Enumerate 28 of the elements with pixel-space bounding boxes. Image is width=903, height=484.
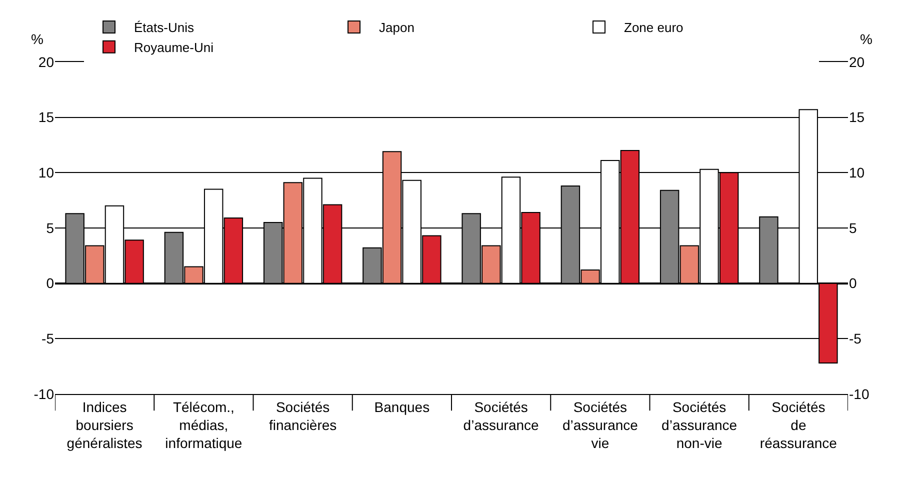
x-tick-label: Banques bbox=[374, 398, 430, 415]
y-tick-label: -10 bbox=[34, 386, 54, 402]
legend-label: États-Unis bbox=[134, 20, 194, 36]
x-tick-label: Télécom., médias, informatique bbox=[165, 398, 242, 452]
y2-tick-label: 0 bbox=[849, 275, 857, 292]
y2-axis-title: % bbox=[860, 31, 872, 47]
legend-label: Japon bbox=[379, 20, 414, 36]
y2-tick-label: -10 bbox=[849, 386, 870, 402]
y2-tick-label: 15 bbox=[849, 109, 865, 126]
x-tick-label: Sociétés de réassurance bbox=[760, 398, 838, 452]
y-tick-label: -5 bbox=[42, 330, 54, 347]
x-tick-label: Sociétés financières bbox=[268, 398, 337, 433]
y-axis-title: % bbox=[31, 31, 44, 47]
y-tick-label: 0 bbox=[46, 275, 54, 292]
x-tick-label: Sociétés d’assurance vie bbox=[562, 398, 638, 452]
x-tick-label: Sociétés d’assurance non-vie bbox=[662, 398, 738, 452]
legend-label: Royaume-Uni bbox=[134, 40, 214, 55]
y-tick-label: 15 bbox=[38, 109, 54, 126]
y-tick-label: 20 bbox=[38, 54, 54, 70]
legend-label: Zone euro bbox=[624, 20, 684, 36]
y2-tick-label: 20 bbox=[849, 54, 865, 70]
x-tick-label: Indices boursiers généralistes bbox=[66, 398, 142, 452]
x-tick-label: Sociétés d’assurance bbox=[463, 398, 540, 433]
y-tick-label: 10 bbox=[38, 164, 54, 181]
y2-tick-label: 10 bbox=[849, 164, 865, 181]
y-tick-label: 5 bbox=[46, 220, 54, 236]
y2-tick-label: -5 bbox=[849, 330, 862, 347]
y2-tick-label: 5 bbox=[849, 220, 857, 236]
